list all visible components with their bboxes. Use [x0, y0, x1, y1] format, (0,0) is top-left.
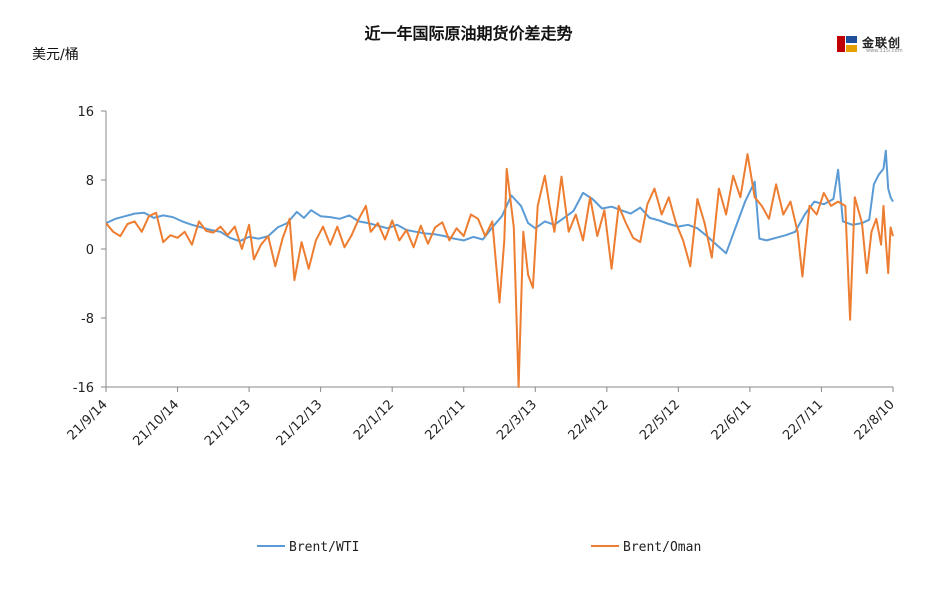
- series-line-brent-wti: [105, 149, 894, 255]
- chart-title: 近一年国际原油期货价差走势: [364, 24, 573, 43]
- y-tick-label: 8: [86, 174, 94, 189]
- logo-text: 金联创: [862, 36, 902, 50]
- x-tick-label: 22/8/10: [852, 397, 898, 443]
- y-tick-label: 16: [77, 105, 94, 120]
- series-line-brent-oman: [105, 153, 894, 388]
- y-tick-label: 0: [86, 243, 94, 258]
- x-tick-label: 22/1/12: [351, 397, 397, 443]
- brand-logo: 金联创 www.315i.com: [836, 32, 916, 56]
- x-tick-label: 21/9/14: [65, 397, 111, 443]
- x-tick-label: 22/3/13: [494, 397, 540, 443]
- x-tick-label: 22/7/11: [780, 397, 826, 443]
- x-tick-label: 22/2/11: [423, 397, 469, 443]
- y-tick-label: -8: [81, 312, 94, 327]
- legend-label-brent-wti: Brent/WTI: [289, 540, 359, 555]
- logo-subtext: www.315i.com: [866, 48, 903, 54]
- x-tick-label: 21/10/14: [130, 397, 182, 449]
- x-tick-label: 21/11/13: [202, 397, 254, 449]
- x-tick-label: 22/6/11: [709, 397, 755, 443]
- legend-label-brent-oman: Brent/Oman: [623, 540, 701, 555]
- x-tick-label: 22/4/12: [566, 397, 612, 443]
- x-tick-label: 21/12/13: [274, 397, 326, 449]
- logo-mark-icon: [837, 36, 857, 52]
- y-tick-label: -16: [73, 381, 94, 396]
- y-axis-unit-label: 美元/桶: [32, 47, 79, 63]
- x-tick-label: 22/5/12: [637, 397, 683, 443]
